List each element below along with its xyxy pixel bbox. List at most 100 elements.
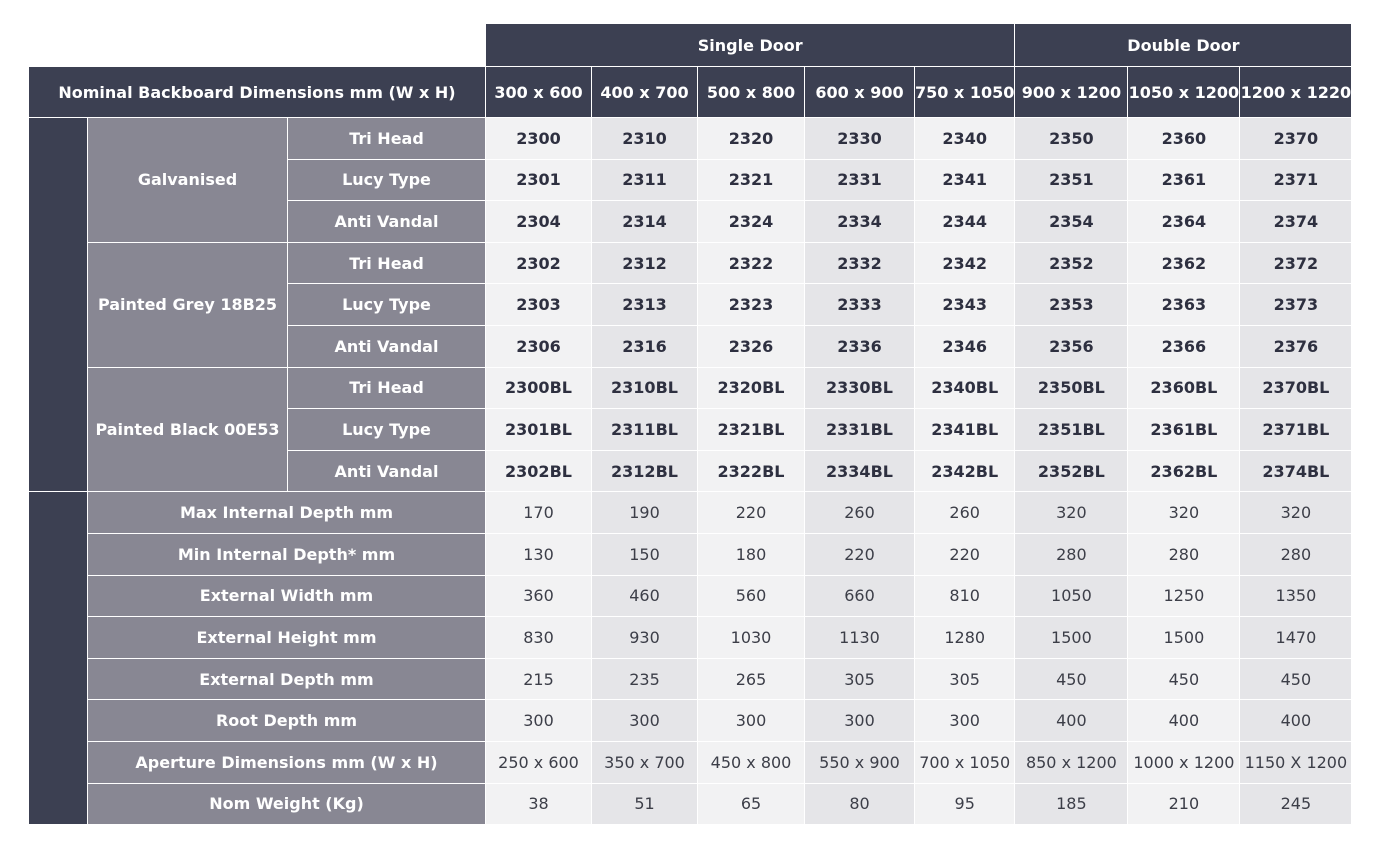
spec-value-cell: 180: [697, 532, 805, 576]
spec-label: Root Depth mm: [87, 699, 486, 742]
product-code-cell: 2333: [804, 283, 915, 326]
spec-value-cell: 300: [697, 699, 805, 742]
spec-value-cell: 360: [485, 574, 592, 618]
product-code-cell: 2343: [913, 283, 1016, 326]
spec-value-cell: 850 x 1200: [1014, 740, 1129, 784]
product-code-row: Galvanised Tri Head 2300 2310 2320 2330 2340 23…: [28, 116, 1353, 493]
product-code-cell: 2310BL: [591, 366, 698, 410]
spec-value-cell: 65: [697, 782, 805, 826]
spec-value-cell: 1280: [913, 616, 1016, 659]
spec-value-cell: 38: [485, 782, 592, 826]
finish-label: Galvanised: [87, 117, 288, 243]
spec-label: Min Internal Depth* mm: [87, 532, 486, 576]
product-code-cell: 2321: [697, 158, 805, 202]
lock-type-label: Tri Head: [287, 117, 486, 160]
product-code-cell: 2370BL: [1239, 366, 1353, 410]
product-code-cell: 2353: [1014, 283, 1129, 326]
spec-row: External Depth mm 215 235 265 305 305 450 450 45…: [29, 657, 1353, 701]
spec-label: External Width mm: [87, 574, 486, 618]
spec-value-cell: 450: [1127, 657, 1241, 701]
spec-value-cell: 210: [1127, 782, 1241, 826]
spec-value-cell: 400: [1127, 699, 1241, 742]
product-code-cell: 2374BL: [1239, 449, 1353, 493]
finish-label: Painted Black 00E53: [87, 366, 288, 493]
product-code-row: Anti Vandal 2304 2314 2324 2334 2344 2354 2364 2…: [29, 200, 1353, 243]
lock-type-label: Anti Vandal: [287, 324, 486, 368]
product-code-cell: 2311: [591, 158, 698, 202]
size-header: 900 x 1200: [1014, 66, 1129, 118]
spec-value-cell: 300: [804, 699, 915, 742]
spec-row: External Width mm 360 460 560 660 810 1050 1250…: [29, 574, 1353, 618]
lock-type-label: Lucy Type: [287, 408, 486, 451]
product-code-cell: 2354: [1014, 200, 1129, 243]
product-code-cell: 2320BL: [697, 366, 805, 410]
product-code-cell: 2371: [1239, 158, 1353, 202]
product-code-cell: 2312BL: [591, 449, 698, 493]
product-code-cell: 2313: [591, 283, 698, 326]
spec-row: Max Internal Depth mm 170 190 220 260 260 320 3…: [28, 491, 1353, 826]
spec-value-cell: 400: [1014, 699, 1129, 742]
product-code-cell: 2306: [485, 324, 592, 368]
product-code-cell: 2322: [697, 241, 805, 285]
product-code-cell: 2301BL: [485, 408, 592, 451]
product-code-cell: 2363: [1127, 283, 1241, 326]
product-code-cell: 2330: [804, 117, 915, 160]
size-header: 600 x 900: [804, 66, 915, 118]
product-code-cell: 2376: [1239, 324, 1353, 368]
product-code-cell: 2330BL: [804, 366, 915, 410]
product-code-cell: 2351BL: [1014, 408, 1129, 451]
spec-value-cell: 1350: [1239, 574, 1353, 618]
product-code-cell: 2361: [1127, 158, 1241, 202]
size-header: 1050 x 1200: [1127, 66, 1241, 118]
spec-value-cell: 260: [804, 491, 915, 534]
spec-value-cell: 450 x 800: [697, 740, 805, 784]
spec-value-cell: 1150 X 1200: [1239, 740, 1353, 784]
product-code-cell: 2340: [913, 117, 1016, 160]
product-codes-side-bar: [28, 116, 88, 493]
spec-value-cell: 830: [485, 616, 592, 659]
product-code-cell: 2352BL: [1014, 449, 1129, 493]
product-code-cell: 2312: [591, 241, 698, 285]
door-type-header-row: Single Door Double Door: [28, 23, 1353, 67]
product-code-cell: 2302: [485, 241, 592, 285]
product-code-cell: 2370: [1239, 117, 1353, 160]
spec-value-cell: 1130: [804, 616, 915, 659]
spec-value-cell: 220: [913, 532, 1016, 576]
spec-value-cell: 1500: [1127, 616, 1241, 659]
product-code-row: Painted Grey 18B25 Tri Head 2302 2312 2322 23…: [29, 241, 1353, 368]
spec-row: Nom Weight (Kg) 38 51 65 80 95 185 210 245: [29, 782, 1353, 826]
spec-value-cell: 930: [591, 616, 698, 659]
product-code-row: Anti Vandal 2302BL 2312BL 2322BL 2334BL 2342B…: [29, 449, 1353, 493]
product-code-cell: 2334: [804, 200, 915, 243]
product-code-cell: 2300: [485, 117, 592, 160]
product-code-cell: 2346: [913, 324, 1016, 368]
product-code-cell: 2314: [591, 200, 698, 243]
spec-value-cell: 185: [1014, 782, 1129, 826]
spec-value-cell: 170: [485, 491, 592, 534]
spec-value-cell: 235: [591, 657, 698, 701]
spec-value-cell: 320: [1014, 491, 1129, 534]
product-code-cell: 2311BL: [591, 408, 698, 451]
spec-value-cell: 150: [591, 532, 698, 576]
spec-value-cell: 220: [697, 491, 805, 534]
product-code-cell: 2310: [591, 117, 698, 160]
spec-value-cell: 220: [804, 532, 915, 576]
lock-type-label: Tri Head: [287, 241, 486, 285]
product-code-cell: 2322BL: [697, 449, 805, 493]
spec-value-cell: 1250: [1127, 574, 1241, 618]
spec-value-cell: 560: [697, 574, 805, 618]
product-code-cell: 2341: [913, 158, 1016, 202]
spec-value-cell: 320: [1127, 491, 1241, 534]
product-spec-table: Single Door Double Door Nominal Backboar…: [28, 23, 1353, 826]
product-code-cell: 2302BL: [485, 449, 592, 493]
spec-value-cell: 80: [804, 782, 915, 826]
spec-value-cell: 1470: [1239, 616, 1353, 659]
spec-label: Aperture Dimensions mm (W x H): [87, 740, 486, 784]
spec-label: External Depth mm: [87, 657, 486, 701]
product-code-cell: 2336: [804, 324, 915, 368]
spec-value-cell: 300: [485, 699, 592, 742]
spec-value-cell: 1000 x 1200: [1127, 740, 1241, 784]
product-code-cell: 2342BL: [913, 449, 1016, 493]
spec-value-cell: 450: [1239, 657, 1353, 701]
product-code-cell: 2301: [485, 158, 592, 202]
